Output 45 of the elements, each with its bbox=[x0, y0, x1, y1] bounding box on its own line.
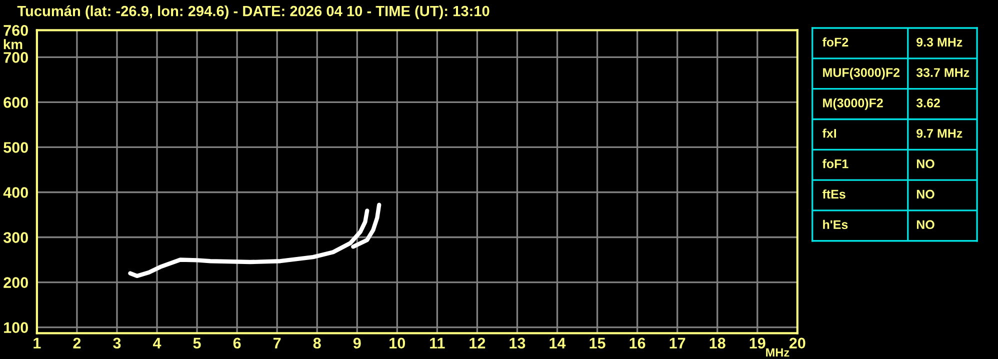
text: 33.7 MHz bbox=[916, 68, 970, 77]
x-tick-label: 16 bbox=[630, 338, 646, 349]
text: NO bbox=[916, 220, 934, 230]
x-tick-label: 1 bbox=[34, 338, 41, 348]
y-tick-label: 760 bbox=[4, 25, 28, 36]
x-tick-label: 14 bbox=[550, 338, 566, 348]
y-tick-label: 300 bbox=[3, 232, 28, 243]
text: 3.62 bbox=[916, 98, 940, 108]
text: 9.7 MHz bbox=[916, 128, 962, 138]
text: foF2 bbox=[822, 37, 848, 47]
x-axis-title: MHz bbox=[766, 348, 790, 357]
x-tick-label: 3 bbox=[113, 338, 121, 349]
y-tick-label: 100 bbox=[4, 322, 28, 333]
x-tick-label: 5 bbox=[193, 338, 201, 349]
text: 9.3 MHz bbox=[916, 38, 962, 47]
x-tick-label: 13 bbox=[510, 338, 526, 349]
text: NO bbox=[916, 159, 934, 168]
y-axis-title: km bbox=[4, 39, 22, 50]
text: foF1 bbox=[822, 159, 848, 168]
x-tick-label: 12 bbox=[470, 338, 486, 348]
x-tick-label: 17 bbox=[670, 338, 686, 348]
x-tick-label: 11 bbox=[430, 338, 445, 348]
text: MUF(3000)F2 bbox=[823, 68, 900, 80]
text: h'Es bbox=[823, 220, 848, 230]
x-tick-label: 6 bbox=[233, 338, 241, 349]
x-tick-label: 10 bbox=[390, 338, 406, 349]
x-tick-label: 4 bbox=[152, 338, 162, 348]
x-tick-label: 20 bbox=[789, 338, 806, 349]
x-tick-label: 19 bbox=[750, 338, 766, 349]
text: fxI bbox=[822, 128, 836, 138]
y-tick-label: 600 bbox=[4, 97, 28, 108]
text: M(3000)F2 bbox=[823, 98, 883, 110]
chart-title: Tucumán (lat: -26.9, lon: 294.6) - DATE: 2026 04 10 - TIME (UT): 13:10 bbox=[17, 5, 490, 20]
x-tick-label: 2 bbox=[73, 338, 81, 348]
text: ftEs bbox=[822, 189, 846, 199]
x-tick-label: 8 bbox=[313, 338, 321, 349]
text: NO bbox=[916, 190, 934, 199]
y-tick-label: 700 bbox=[4, 52, 28, 63]
y-tick-label: 500 bbox=[4, 142, 28, 153]
x-tick-label: 15 bbox=[590, 338, 606, 349]
x-tick-label: 18 bbox=[710, 338, 726, 349]
x-tick-label: 9 bbox=[353, 338, 361, 349]
x-tick-label: 7 bbox=[273, 338, 281, 348]
y-tick-label: 200 bbox=[4, 277, 28, 288]
y-tick-label: 400 bbox=[3, 187, 28, 198]
